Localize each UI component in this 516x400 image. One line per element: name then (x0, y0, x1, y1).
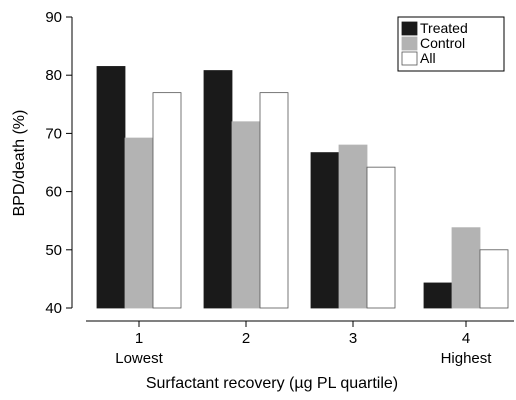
x-sublabel: Highest (441, 350, 493, 367)
x-tick-label: 2 (242, 330, 250, 347)
y-axis: 40 50 60 70 80 90 (45, 9, 73, 317)
y-tick-label: 80 (45, 67, 62, 84)
x-axis: 1 Lowest 2 3 4 Highest (86, 320, 514, 367)
bar-control-3 (338, 144, 368, 309)
y-axis-title: BPD/death (%) (11, 110, 28, 217)
y-tick-label: 60 (45, 184, 62, 201)
plot-area (96, 66, 509, 309)
legend-swatch-control (401, 36, 418, 51)
legend-label-treated: Treated (420, 20, 468, 36)
x-axis-title: Surfactant recovery (µg PL quartile) (146, 375, 398, 392)
bar-all-1 (152, 92, 182, 309)
legend-label-all: All (420, 50, 436, 66)
bar-control-4 (451, 227, 481, 309)
y-tick-label: 50 (45, 242, 62, 259)
y-tick-label: 70 (45, 125, 62, 142)
bar-treated-1 (96, 66, 126, 309)
bar-all-2 (259, 92, 289, 309)
bar-treated-2 (203, 70, 233, 309)
bar-control-1 (124, 137, 154, 309)
bar-treated-4 (423, 282, 453, 309)
bar-treated-3 (310, 152, 340, 309)
x-tick-label: 1 (135, 330, 143, 347)
bar-control-2 (231, 121, 261, 309)
bar-all-4 (479, 249, 509, 309)
legend-label-control: Control (420, 35, 465, 51)
y-tick-label: 40 (45, 300, 62, 317)
legend-swatch-treated (401, 21, 418, 36)
x-tick-label: 3 (349, 330, 357, 347)
bar-all-3 (366, 166, 396, 309)
x-tick-label: 4 (462, 330, 470, 347)
x-sublabel: Lowest (115, 350, 163, 367)
legend-swatch-all (401, 51, 418, 66)
y-tick-label: 90 (45, 9, 62, 26)
